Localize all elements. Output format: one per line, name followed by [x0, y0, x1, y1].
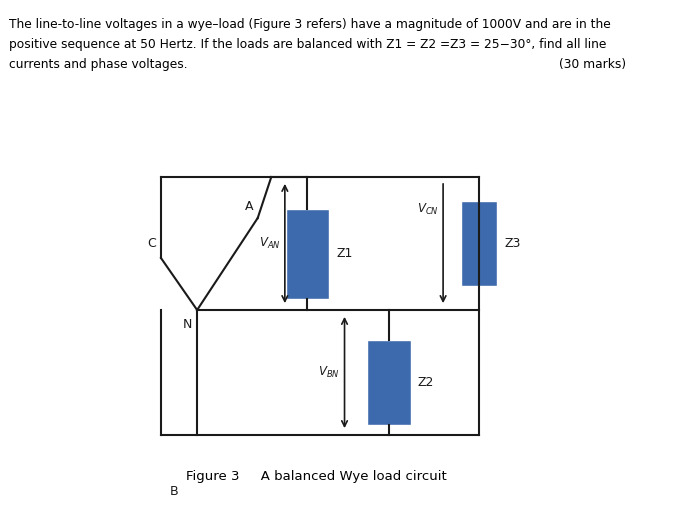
Text: $V_{AN}$: $V_{AN}$ — [259, 236, 280, 251]
Text: currents and phase voltages.: currents and phase voltages. — [9, 58, 188, 71]
Text: C: C — [148, 237, 156, 249]
Text: B: B — [170, 485, 178, 498]
Text: (30 marks): (30 marks) — [559, 58, 626, 71]
Text: Z2: Z2 — [418, 376, 434, 389]
Text: Figure 3     A balanced Wye load circuit: Figure 3 A balanced Wye load circuit — [186, 470, 447, 483]
Text: A: A — [245, 200, 253, 213]
Bar — [461, 201, 498, 286]
Bar — [286, 208, 329, 298]
Bar — [367, 340, 410, 425]
Text: The line-to-line voltages in a wye–load (Figure 3 refers) have a magnitude of 10: The line-to-line voltages in a wye–load … — [9, 18, 611, 31]
Text: $V_{CN}$: $V_{CN}$ — [416, 202, 439, 217]
Text: $V_{BN}$: $V_{BN}$ — [318, 365, 340, 380]
Text: Z3: Z3 — [505, 237, 521, 250]
Text: N: N — [183, 318, 192, 331]
Text: positive sequence at 50 Hertz. If the loads are balanced with Z1 = Z2 =Z3 = 25−3: positive sequence at 50 Hertz. If the lo… — [9, 38, 606, 51]
Text: Z1: Z1 — [337, 247, 353, 260]
